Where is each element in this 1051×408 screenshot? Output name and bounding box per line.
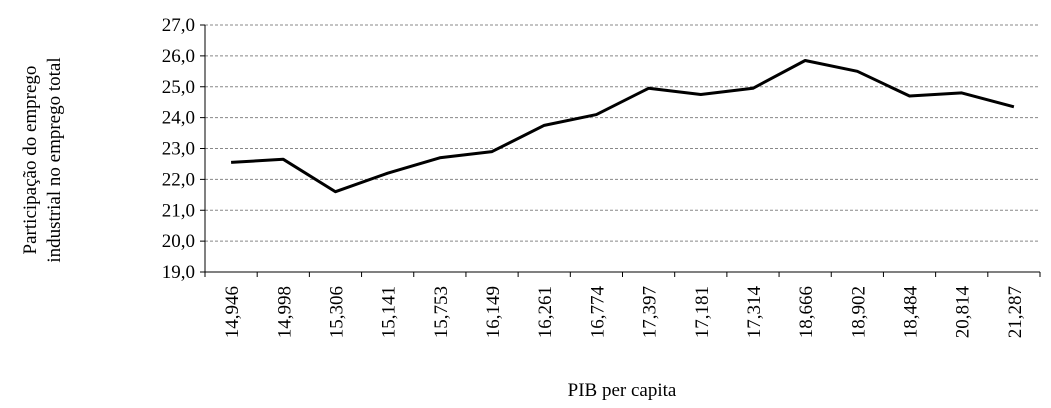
y-tick-label: 21,0 xyxy=(162,200,195,221)
x-axis-title: PIB per capita xyxy=(568,380,677,401)
x-tick-label: 21,287 xyxy=(1005,286,1026,338)
x-tick-label: 16,774 xyxy=(587,286,608,339)
x-tick-label: 18,484 xyxy=(901,286,922,339)
y-tick-label: 26,0 xyxy=(162,46,195,67)
x-tick-label: 17,314 xyxy=(744,286,765,339)
line xyxy=(231,59,1015,194)
y-axis-title: Participação do emprego xyxy=(20,66,41,255)
x-tick-label: 16,261 xyxy=(535,286,556,338)
x-tick-label: 17,397 xyxy=(640,286,661,338)
y-tick-label: 20,0 xyxy=(162,231,195,252)
y-tick-label: 25,0 xyxy=(162,77,195,98)
y-tick-label: 22,0 xyxy=(162,169,195,190)
y-tick-label: 19,0 xyxy=(162,262,195,283)
x-tick-label: 20,814 xyxy=(953,286,974,339)
x-tick-label: 15,753 xyxy=(431,286,452,338)
x-tick-label: 14,998 xyxy=(274,286,295,338)
x-tick-label: 14,946 xyxy=(222,286,243,338)
y-axis-title: industrial no emprego total xyxy=(44,57,65,262)
x-tick-label: 18,666 xyxy=(796,286,817,338)
x-tick-label: 16,149 xyxy=(483,286,504,338)
x-tick-label: 15,141 xyxy=(379,286,400,338)
y-tick-label: 23,0 xyxy=(162,139,195,160)
x-tick-label: 17,181 xyxy=(692,286,713,338)
y-tick-label: 24,0 xyxy=(162,108,195,129)
x-tick-label: 15,306 xyxy=(326,286,347,338)
x-tick-label: 18,902 xyxy=(848,286,869,338)
y-tick-label: 27,0 xyxy=(162,15,195,36)
